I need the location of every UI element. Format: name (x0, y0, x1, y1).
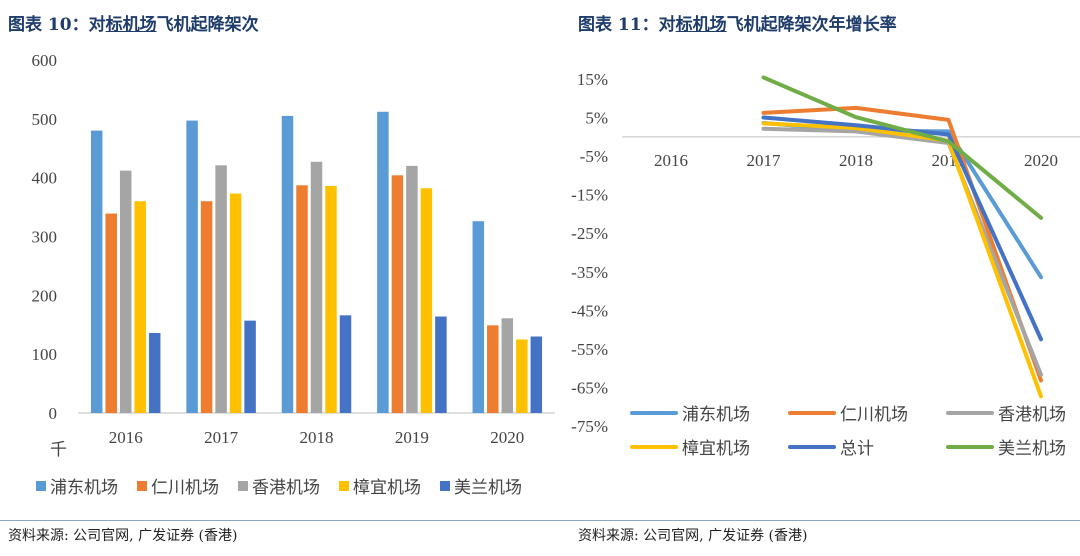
y-tick-label: -65% (571, 378, 608, 397)
x-tick-label: 2018 (300, 428, 334, 447)
legend-label: 仁川机场 (840, 405, 908, 425)
legend-swatch (238, 481, 248, 491)
series-line (761, 126, 1043, 377)
x-tick-label: 2016 (654, 151, 688, 170)
bar (406, 165, 418, 413)
legend-swatch (440, 481, 450, 491)
bar (339, 315, 352, 413)
legend-label: 浦东机场 (682, 405, 750, 425)
bar (487, 325, 499, 413)
bar (119, 170, 132, 413)
legend-label: 樟宜机场 (353, 478, 421, 498)
x-tick-label: 2020 (1024, 151, 1058, 170)
unit-label: 千 (50, 440, 67, 459)
bar (105, 213, 117, 413)
bar (244, 320, 256, 413)
bar (200, 201, 213, 413)
x-tick-label: 2017 (204, 428, 239, 447)
y-tick-label: -75% (571, 417, 608, 436)
y-tick-label: 200 (32, 286, 58, 305)
y-tick-label: -25% (571, 224, 608, 243)
series-line (761, 75, 1043, 220)
legend-swatch (339, 481, 349, 491)
legend-label: 浦东机场 (50, 478, 118, 498)
y-tick-label: 300 (32, 228, 58, 247)
legend-label: 总计 (840, 439, 874, 459)
bar (310, 161, 323, 413)
bar (186, 120, 198, 414)
footer-divider (0, 520, 1080, 521)
bar (516, 339, 528, 413)
series-line (761, 105, 1043, 383)
bar (134, 201, 146, 413)
left-source-note: 资料来源: 公司官网, 广发证券 (香港) (8, 528, 238, 544)
bar (420, 188, 433, 413)
y-tick-label: -5% (580, 147, 608, 166)
bar (325, 185, 337, 413)
legend-label: 美兰机场 (998, 439, 1066, 459)
y-tick-label: -55% (571, 340, 608, 359)
bar (229, 193, 242, 413)
bar (281, 115, 294, 414)
legend-label: 香港机场 (998, 405, 1066, 425)
x-tick-label: 2019 (395, 428, 429, 447)
bar (435, 316, 447, 413)
legend-label: 樟宜机场 (682, 439, 750, 459)
y-tick-label: 600 (32, 51, 58, 70)
series-line (761, 115, 1043, 342)
bar (472, 221, 485, 413)
x-tick-label: 2016 (109, 428, 143, 447)
x-tick-label: 2018 (839, 151, 873, 170)
y-tick-label: 500 (32, 110, 58, 129)
x-tick-label: 2020 (490, 428, 524, 447)
bar (296, 185, 308, 413)
right-source-note: 资料来源: 公司官网, 广发证券 (香港) (578, 528, 808, 544)
legend-label: 香港机场 (252, 478, 320, 498)
y-tick-label: -45% (571, 301, 608, 320)
series-line (761, 121, 1043, 399)
legend-swatch (137, 481, 147, 491)
left-chart-title: 图表 10：对标机场飞机起降架次 (8, 15, 259, 35)
y-tick-label: 0 (49, 404, 58, 423)
series-line (761, 120, 1043, 280)
legend-label: 仁川机场 (151, 478, 219, 498)
legend-swatch (36, 481, 46, 491)
right-chart-title: 图表 11：对标机场飞机起降架次年增长率 (578, 15, 897, 35)
y-tick-label: 15% (577, 70, 608, 89)
y-tick-label: -15% (571, 186, 608, 205)
charts-canvas: 0 100 200 300 400 500 600 千 2016 2017 2018 2019 2020… (32, 51, 1080, 498)
legend-label: 美兰机场 (454, 478, 522, 498)
y-tick-label: 5% (585, 109, 608, 128)
bar (215, 165, 227, 413)
bar (501, 318, 514, 413)
bar (148, 332, 161, 413)
y-tick-label: -35% (571, 263, 608, 282)
y-tick-label: 100 (32, 345, 58, 364)
bar (391, 175, 404, 413)
bar (377, 111, 389, 414)
y-tick-label: 400 (32, 169, 58, 188)
x-tick-label: 2017 (747, 151, 782, 170)
bar (90, 130, 103, 413)
bar (530, 336, 543, 413)
